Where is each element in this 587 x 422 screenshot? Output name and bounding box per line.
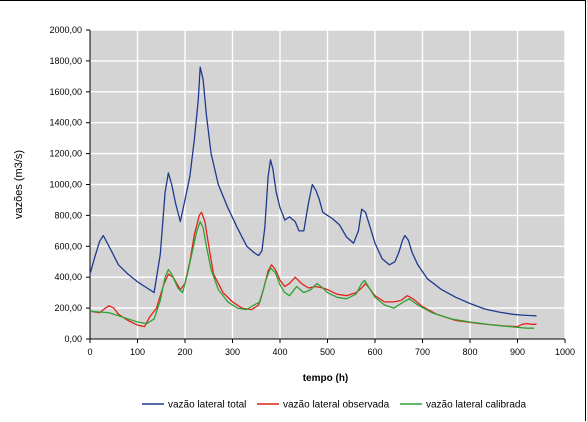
y-tick-labels: 0,00 200,00 400,00 600,00 800,00 1000,00 1200,…	[49, 25, 82, 344]
series-line-1	[89, 66, 537, 317]
y-tick-label: 800,00	[54, 210, 82, 220]
y-tick-label: 200,00	[54, 303, 82, 313]
x-tick-label: 800	[462, 347, 477, 357]
x-tick-label: 1000	[555, 347, 575, 357]
y-tick-label: 1400,00	[49, 118, 82, 128]
x-tick-label: 700	[415, 347, 430, 357]
y-tick-label: 1600,00	[49, 87, 82, 97]
grid-lines	[90, 29, 566, 339]
x-tick-label: 200	[177, 347, 192, 357]
y-tick-label: 1800,00	[49, 56, 82, 66]
y-tick-label: 1200,00	[49, 149, 82, 159]
x-tick-label: 600	[367, 347, 382, 357]
x-tick-labels: 0 100 200 300 400 500 600 700 800 900 1000	[87, 347, 575, 357]
legend: vazão lateral total vazão lateral observa…	[142, 400, 526, 411]
y-tick-label: 1000,00	[49, 180, 82, 190]
x-tick-label: 0	[87, 347, 92, 357]
x-tick-label: 400	[272, 347, 287, 357]
x-tick-label: 300	[225, 347, 240, 357]
series-line-3	[89, 220, 535, 329]
axes	[86, 29, 566, 343]
x-tick-label: 900	[510, 347, 525, 357]
y-tick-label: 600,00	[54, 241, 82, 251]
y-tick-label: 400,00	[54, 272, 82, 282]
series-lines	[89, 66, 537, 329]
y-axis-title: vazões (m3/s)	[13, 150, 25, 219]
legend-label-1: vazão lateral total	[168, 400, 246, 411]
x-axis-title: tempo (h)	[303, 373, 349, 384]
y-tick-label: 2000,00	[49, 25, 82, 35]
x-tick-label: 500	[320, 347, 335, 357]
y-tick-label: 0,00	[64, 334, 82, 344]
legend-label-2: vazão lateral observada	[283, 400, 390, 411]
x-tick-label: 100	[130, 347, 145, 357]
series-line-2	[89, 211, 537, 328]
legend-label-3: vazão lateral calibrada	[426, 400, 526, 411]
